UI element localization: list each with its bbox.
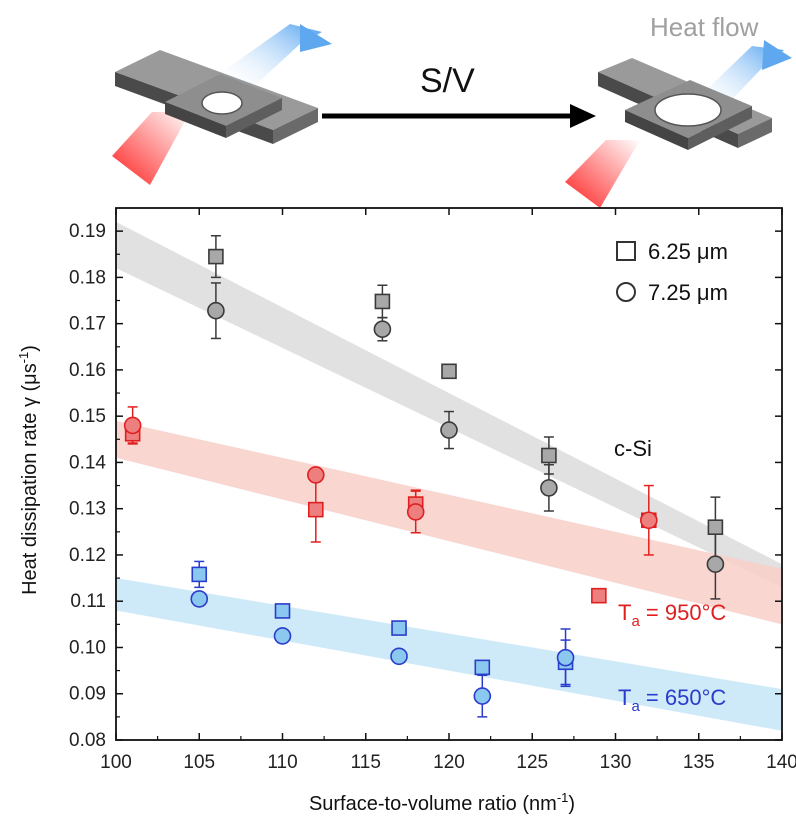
y-axis-title-sup: -1 (16, 352, 31, 364)
data-point-c-Si-circle (207, 301, 225, 320)
heat-in-beam (112, 112, 190, 185)
y-tick-label: 0.11 (70, 591, 106, 612)
data-point-c-Si-circle (440, 421, 458, 439)
heat-flow-label: Heat flow (650, 12, 759, 42)
data-point-c-Si-circle (706, 555, 725, 574)
x-tick-label: 135 (683, 752, 715, 773)
y-axis-title: Heat dissipation rate γ (μs-1) (16, 345, 41, 595)
y-tick-label: 0.16 (69, 360, 106, 381)
data-point-650-square (274, 603, 291, 619)
data-point-c-Si-square (374, 293, 391, 310)
data-point-950-square (307, 501, 324, 518)
hole-large (654, 93, 722, 127)
annotation-t950-main: T (618, 600, 631, 625)
annotation-t950: Ta = 950°C (618, 600, 726, 630)
data-point-c-Si-circle (540, 479, 558, 497)
hole-small (201, 91, 243, 115)
y-tick-label: 0.10 (69, 637, 106, 658)
data-point-950-circle (406, 503, 425, 521)
x-tick-label: 110 (267, 752, 297, 773)
ticks: 100 105 110 115 120 125 130 135 140 0.08 0.09 0.10 0… (69, 208, 796, 773)
y-axis-title-end: ) (19, 345, 41, 352)
x-tick-label: 115 (351, 752, 381, 773)
legend-label-square: 6.25 μm (648, 239, 728, 264)
data-point-950-circle (639, 511, 658, 530)
y-tick-label: 0.14 (69, 452, 106, 473)
data-point-650-circle (273, 627, 292, 645)
data-point-c-Si-square (707, 519, 724, 536)
schematic: S/V Heat flow (112, 12, 792, 208)
y-tick-label: 0.09 (69, 684, 106, 705)
sv-label: S/V (420, 62, 475, 100)
band-950 (116, 420, 782, 625)
data-point-c-Si-circle (373, 320, 392, 339)
y-tick-label: 0.17 (69, 314, 106, 335)
heat-out-arrowhead-right (762, 40, 792, 70)
x-tick-label: 140 (766, 752, 796, 773)
annotation-t650-sub: a (631, 698, 640, 715)
x-axis-title-end: ) (568, 793, 575, 815)
heat-out-beam (225, 24, 322, 90)
x-axis-title-main: Surface-to-volume ratio (nm (309, 793, 557, 815)
data-point-650-circle (473, 687, 492, 705)
y-axis-title-main: Heat dissipation rate γ (μs (19, 363, 41, 595)
heat-out-arrowhead (300, 24, 332, 52)
y-tick-label: 0.08 (69, 730, 106, 751)
band-c-Si (116, 221, 782, 588)
heat-in-beam-right (565, 140, 640, 208)
data-point-c-Si-square (541, 447, 557, 464)
data-point-c-Si-square (208, 248, 224, 265)
data-point-950-circle (306, 466, 325, 484)
x-tick-label: 125 (516, 752, 548, 773)
data-point-650-circle (190, 590, 209, 608)
legend: 6.25 μm 7.25 μm (616, 239, 728, 305)
legend-label-circle: 7.25 μm (648, 280, 728, 305)
sv-arrowhead (570, 104, 596, 128)
annotation-csi: c-Si (614, 436, 652, 461)
y-tick-label: 0.12 (69, 545, 106, 566)
x-tick-label: 100 (100, 752, 132, 773)
x-axis-title-sup: -1 (557, 790, 569, 805)
annotation-t950-rest: = 950°C (640, 600, 727, 625)
data-point-c-Si-square (441, 363, 457, 380)
annotation-t650-main: T (618, 685, 631, 710)
y-tick-label: 0.19 (69, 221, 106, 242)
data-point-950-circle (123, 416, 142, 435)
data-point-650-square (391, 620, 407, 636)
device-large-hole (565, 40, 792, 208)
legend-square-marker (616, 241, 636, 261)
plot: 100 105 110 115 120 125 130 135 140 0.08 0.09 0.10 0… (69, 207, 796, 773)
y-tick-label: 0.15 (69, 406, 106, 427)
x-tick-label: 105 (183, 752, 215, 773)
data-markers (123, 248, 725, 705)
data-point-650-circle (390, 647, 408, 666)
x-tick-label: 120 (433, 752, 465, 773)
annotation-t650-rest: = 650°C (640, 685, 727, 710)
device-small-hole (112, 24, 332, 185)
annotation-t650: Ta = 650°C (618, 685, 726, 715)
data-point-650-circle (556, 648, 575, 667)
x-tick-label: 130 (600, 752, 632, 773)
data-point-650-square (474, 659, 491, 676)
y-tick-label: 0.13 (69, 499, 106, 520)
data-point-650-square (191, 566, 208, 583)
annotation-t950-sub: a (631, 613, 640, 630)
data-point-950-square (591, 587, 607, 604)
y-tick-label: 0.18 (69, 267, 106, 288)
legend-circle-marker (616, 282, 636, 302)
x-axis-title: Surface-to-volume ratio (nm-1) (309, 790, 575, 815)
